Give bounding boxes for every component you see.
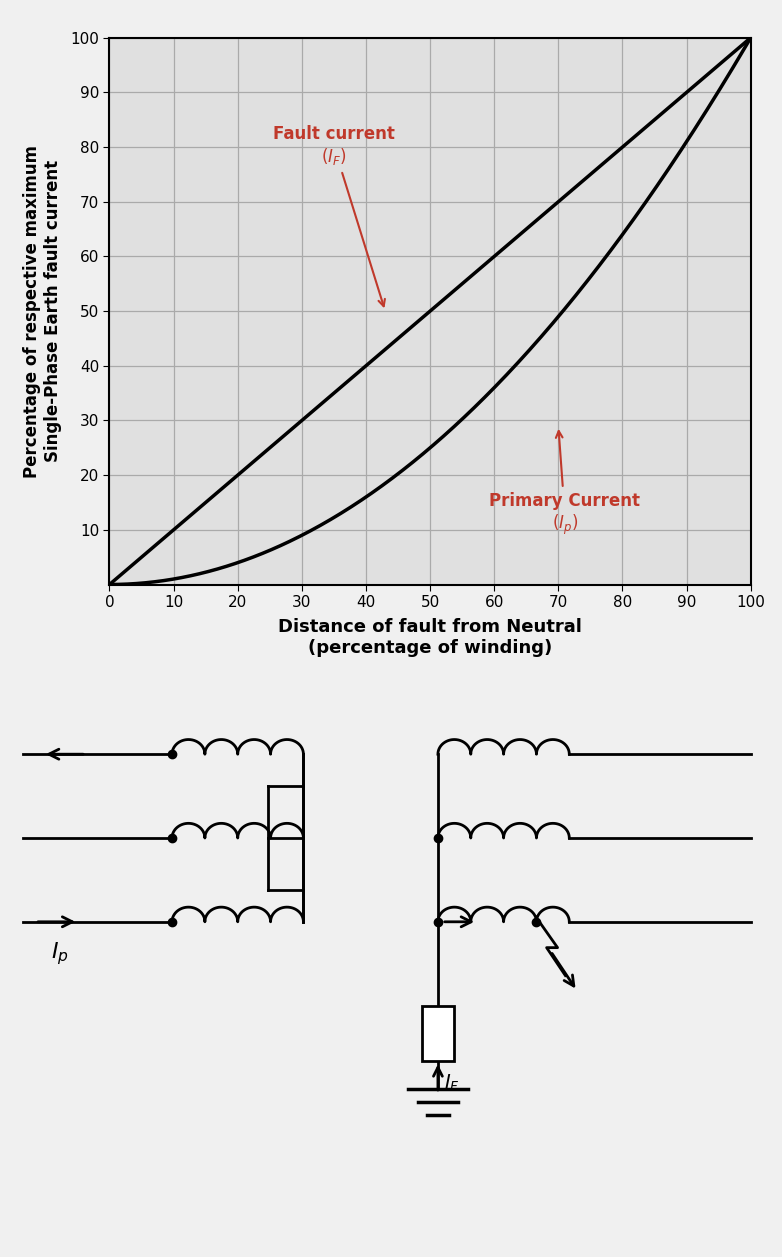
Text: $I_p$: $I_p$ xyxy=(51,940,69,967)
Text: Fault current
$(I_F)$: Fault current $(I_F)$ xyxy=(273,126,395,307)
Y-axis label: Percentage of respective maximum
Single-Phase Earth fault current: Percentage of respective maximum Single-… xyxy=(23,145,62,478)
Bar xyxy=(422,1006,454,1061)
X-axis label: Distance of fault from Neutral
(percentage of winding): Distance of fault from Neutral (percenta… xyxy=(278,618,582,657)
Text: $I_F$: $I_F$ xyxy=(444,1073,460,1095)
Text: Primary Current
$(I_p)$: Primary Current $(I_p)$ xyxy=(490,431,640,537)
